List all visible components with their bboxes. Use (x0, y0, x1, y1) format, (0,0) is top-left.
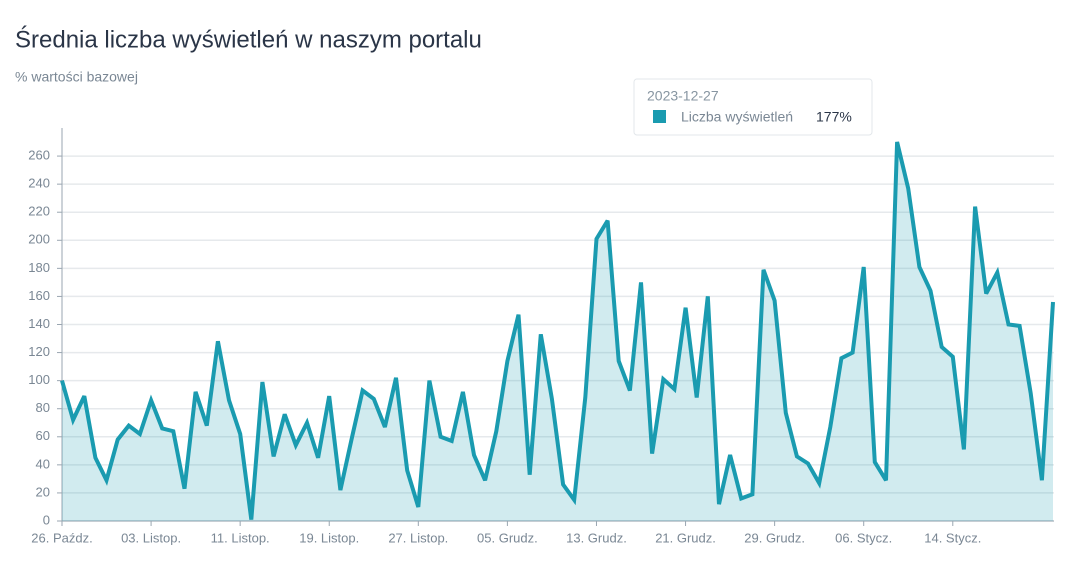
y-tick-label: 100 (28, 372, 50, 387)
y-tick-label: 260 (28, 148, 50, 163)
y-tick-label: 140 (28, 316, 50, 331)
plot: 0 20 40 60 80 100 120 140 160 180 200 220 240 260 26. … (28, 128, 1055, 545)
tooltip-series: Liczba wyświetleń (681, 109, 793, 125)
x-tick-label: 14. Stycz. (924, 530, 981, 545)
y-tick-label: 200 (28, 232, 50, 247)
x-tick-label: 21. Grudz. (655, 530, 716, 545)
tooltip-title: 2023-12-27 (647, 88, 719, 104)
x-tick-label: 05. Grudz. (477, 530, 538, 545)
x-tick-label: 29. Grudz. (744, 530, 805, 545)
area-fill (62, 142, 1053, 521)
y-tick-label: 40 (36, 456, 50, 471)
x-tick-label: 13. Grudz. (566, 530, 627, 545)
chart-title: Średnia liczba wyświetleń w naszym porta… (15, 25, 482, 53)
y-tick-label: 80 (36, 400, 50, 415)
y-tick-label: 220 (28, 204, 50, 219)
y-tick-label: 180 (28, 260, 50, 275)
line (60, 141, 1055, 520)
chart-subtitle: % wartości bazowej (15, 69, 138, 85)
x-tick-label: 26. Paźdz. (31, 530, 92, 545)
tooltip-box (633, 78, 873, 136)
y-tick-label: 60 (36, 428, 50, 443)
tooltip: 2023-12-27 Liczba wyświetleń 177% (633, 78, 873, 136)
x-tick-label: 03. Listop. (121, 530, 181, 545)
x-tick-label: 11. Listop. (211, 530, 270, 545)
y-tick-label: 240 (28, 176, 50, 191)
x-tick-label: 06. Stycz. (835, 530, 892, 545)
y-tick-label: 160 (28, 288, 50, 303)
y-tick-label: 0 (43, 512, 50, 527)
x-tick-label: 27. Listop. (388, 530, 448, 545)
y-tick-label: 120 (28, 344, 50, 359)
y-tick-label: 20 (36, 484, 50, 499)
tooltip-swatch (653, 110, 666, 123)
x-tick-label: 19. Listop. (299, 530, 359, 545)
tooltip-value: 177% (816, 109, 852, 125)
